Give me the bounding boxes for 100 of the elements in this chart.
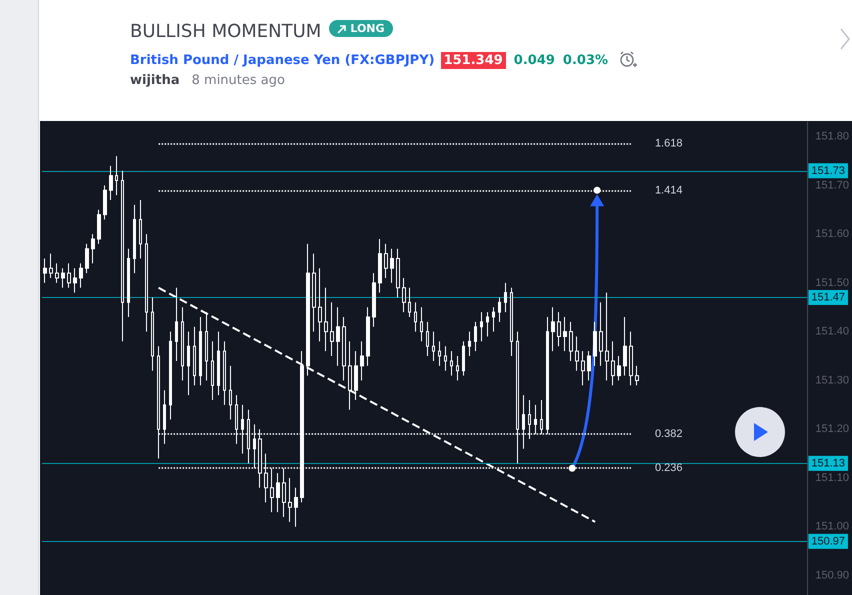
candlestick — [115, 156, 118, 196]
chart-subtitle: British Pound / Japanese Yen (FX:GBPJPY) — [130, 52, 435, 68]
candlestick — [288, 477, 292, 522]
candlestick — [145, 234, 148, 332]
candlestick — [336, 306, 340, 366]
ref-line-label: 151.47 — [811, 292, 846, 304]
candlestick — [187, 331, 190, 396]
candlestick — [402, 278, 406, 313]
candlestick — [462, 340, 465, 376]
candlestick — [330, 302, 334, 357]
text: 151.349 — [440, 52, 506, 68]
candlestick — [504, 282, 507, 313]
y-tick-label: 151.50 — [815, 276, 850, 289]
candlestick — [557, 312, 561, 347]
y-tick-label: 151.60 — [815, 228, 850, 240]
candlestick — [587, 350, 591, 381]
candlestick — [97, 209, 101, 244]
y-tick-label: 151.00 — [815, 520, 850, 533]
y-tick-label: 151.30 — [815, 374, 850, 386]
y-tick-label: 151.70 — [815, 179, 850, 192]
candlestick — [372, 272, 376, 328]
candlestick — [581, 350, 585, 386]
candlestick — [492, 306, 495, 332]
candlestick — [426, 321, 429, 357]
candlestick — [629, 331, 633, 386]
candlestick — [480, 312, 483, 342]
candlestick — [605, 292, 609, 381]
annotation: 1.618 — [654, 137, 682, 150]
candlestick — [348, 340, 352, 410]
candlestick — [217, 331, 220, 396]
candlestick — [623, 316, 627, 376]
candlestick — [79, 262, 83, 288]
candlestick — [444, 346, 447, 372]
candlestick — [223, 340, 226, 406]
candlestick — [617, 356, 621, 381]
candlestick — [611, 340, 615, 386]
candlestick — [408, 287, 411, 318]
text: 0.049 — [514, 52, 555, 68]
candlestick — [414, 302, 417, 332]
candlestick — [498, 297, 501, 322]
candlestick — [366, 306, 370, 366]
candlestick — [378, 238, 382, 294]
candlestick — [486, 312, 489, 338]
annotation: 0.382 — [654, 428, 682, 440]
text: 0.03% — [562, 52, 608, 68]
candlestick — [229, 365, 232, 420]
candlestick — [181, 306, 184, 381]
candlestick — [276, 472, 280, 513]
ref-line-label: 151.73 — [811, 164, 846, 177]
annotation: 0.236 — [654, 462, 682, 474]
text: LONG — [350, 22, 385, 35]
candlestick — [318, 268, 322, 342]
candlestick — [593, 321, 597, 366]
candlestick — [85, 243, 89, 274]
candlestick — [169, 331, 172, 420]
candlestick — [139, 200, 142, 260]
candlestick — [450, 350, 453, 376]
y-tick-label: 151.10 — [815, 472, 850, 484]
candlestick — [67, 262, 71, 288]
candlestick — [354, 350, 358, 400]
candlestick — [360, 340, 364, 381]
ref-line-label: 150.97 — [811, 535, 846, 548]
candlestick — [193, 326, 196, 386]
candlestick — [510, 287, 513, 357]
candlestick — [551, 306, 555, 352]
candlestick — [575, 336, 579, 372]
y-tick-label: 151.40 — [815, 326, 850, 338]
y-tick-label: 150.90 — [815, 569, 850, 582]
candlestick — [384, 243, 388, 279]
candlestick — [103, 184, 107, 220]
candlestick — [468, 331, 471, 357]
candlestick — [49, 253, 53, 279]
candlestick — [91, 234, 95, 264]
candlestick — [199, 316, 202, 386]
candlestick — [294, 487, 298, 528]
annotation: 1.414 — [654, 184, 682, 196]
text: 8 minutes ago — [192, 73, 285, 88]
candlestick — [396, 248, 400, 298]
candlestick — [599, 302, 603, 366]
text: wijitha — [130, 73, 180, 88]
candlestick — [474, 321, 477, 352]
candlestick — [563, 316, 567, 352]
ref-line-label: 151.13 — [811, 457, 846, 470]
candlestick — [569, 321, 573, 362]
candlestick — [390, 248, 394, 284]
candlestick — [420, 306, 423, 342]
candlestick — [205, 312, 208, 381]
y-tick-label: 151.20 — [815, 423, 850, 436]
candlestick — [312, 253, 316, 332]
candlestick — [342, 316, 346, 381]
candlestick — [121, 170, 124, 342]
candlestick — [432, 331, 435, 362]
candlestick — [438, 340, 441, 366]
candlestick — [109, 165, 113, 201]
candlestick — [151, 297, 154, 372]
candlestick — [55, 262, 59, 284]
candlestick — [324, 287, 328, 352]
candlestick — [43, 258, 47, 284]
candlestick — [635, 365, 639, 386]
y-tick-label: 151.80 — [815, 130, 850, 143]
